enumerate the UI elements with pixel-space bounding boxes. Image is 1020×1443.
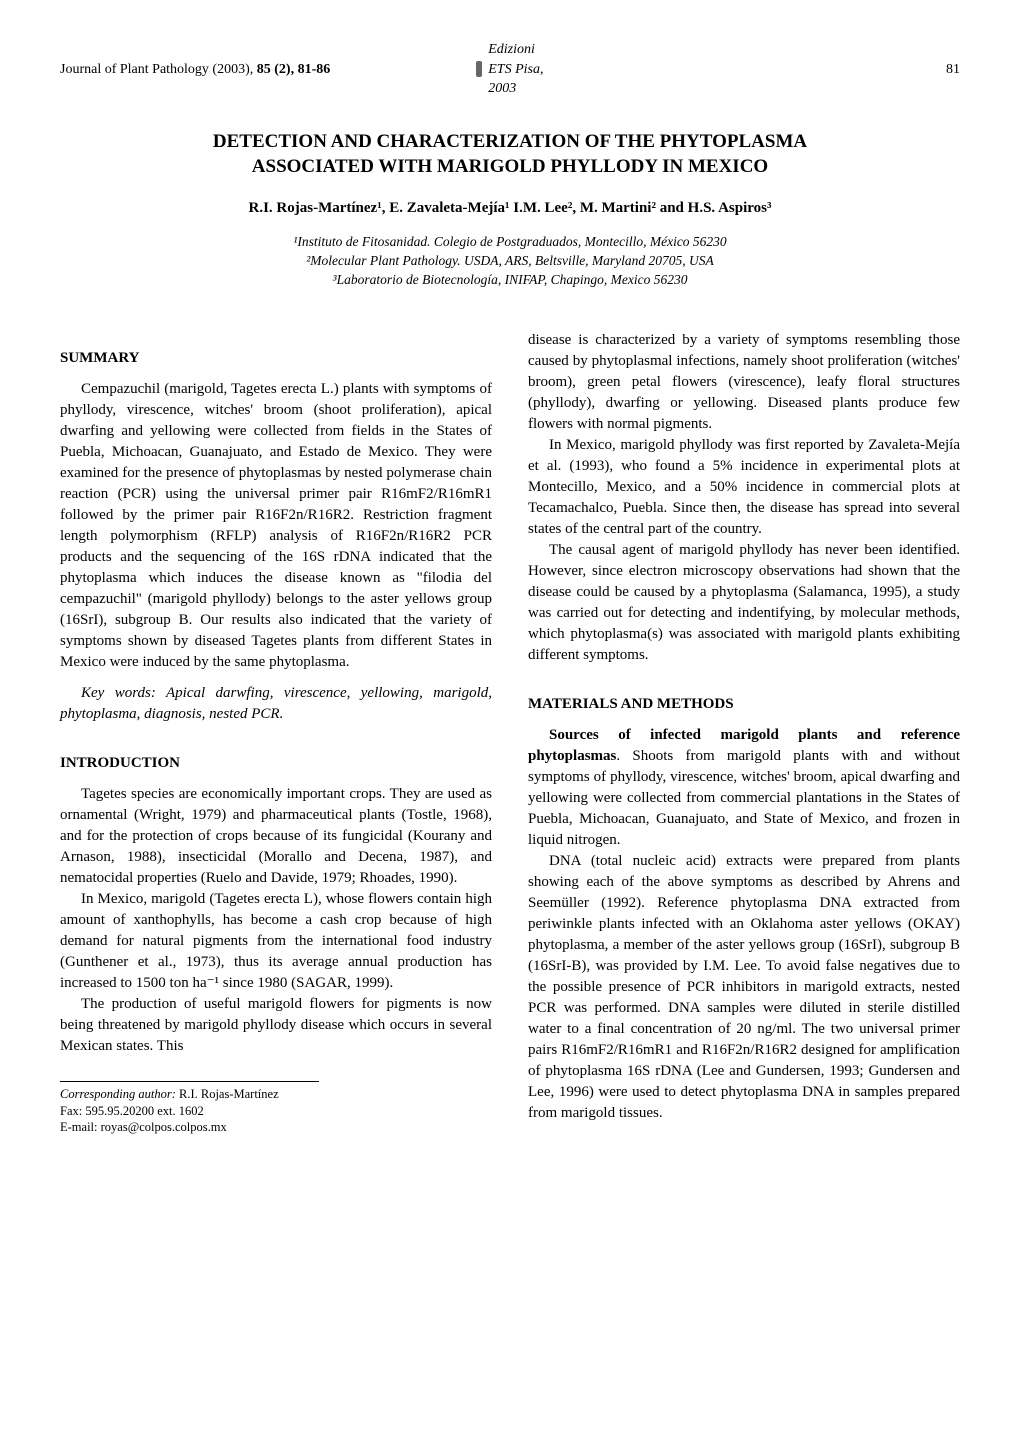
running-header: Journal of Plant Pathology (2003), 85 (2… — [60, 40, 960, 99]
corr-name: R.I. Rojas-Martínez — [176, 1087, 279, 1101]
affiliation-3: ³Laboratorio de Biotecnología, INIFAP, C… — [60, 271, 960, 290]
fax-line: Fax: 595.95.20200 ext. 1602 — [60, 1103, 319, 1120]
right-column: disease is characterized by a variety of… — [528, 330, 960, 1137]
affiliation-1: ¹Instituto de Fitosanidad. Colegio de Po… — [60, 233, 960, 252]
intro-continuation-p2: In Mexico, marigold phyllody was first r… — [528, 435, 960, 540]
methods-heading: MATERIALS AND METHODS — [528, 694, 960, 715]
corr-author-line: Corresponding author: R.I. Rojas-Martíne… — [60, 1086, 319, 1103]
journal-citation: Journal of Plant Pathology (2003), 85 (2… — [60, 60, 476, 80]
publisher-name: Edizioni ETS Pisa, 2003 — [488, 40, 544, 99]
two-column-body: SUMMARY Cempazuchil (marigold, Tagetes e… — [60, 330, 960, 1137]
volume-pages: 85 (2), 81-86 — [257, 62, 331, 77]
intro-continuation-p3: The causal agent of marigold phyllody ha… — [528, 540, 960, 666]
publisher-logo-icon — [476, 61, 483, 77]
intro-continuation-p1: disease is characterized by a variety of… — [528, 330, 960, 435]
email-line: E-mail: royas@colpos.colpos.mx — [60, 1119, 319, 1136]
title-line-1: DETECTION AND CHARACTERIZATION OF THE PH… — [213, 131, 807, 152]
keywords-label: Key words — [81, 685, 151, 701]
affiliations: ¹Instituto de Fitosanidad. Colegio de Po… — [60, 233, 960, 290]
introduction-heading: INTRODUCTION — [60, 753, 492, 774]
summary-paragraph: Cempazuchil (marigold, Tagetes erecta L.… — [60, 379, 492, 673]
publisher-block: Edizioni ETS Pisa, 2003 — [476, 40, 545, 99]
methods-paragraph-2: DNA (total nucleic acid) extracts were p… — [528, 851, 960, 1124]
keywords-line: Key words: Apical darwfing, virescence, … — [60, 683, 492, 725]
page-number: 81 — [544, 60, 960, 80]
title-line-2: ASSOCIATED WITH MARIGOLD PHYLLODY IN MEX… — [252, 156, 768, 177]
authors: R.I. Rojas-Martínez¹, E. Zavaleta-Mejía¹… — [60, 198, 960, 219]
affiliation-2: ²Molecular Plant Pathology. USDA, ARS, B… — [60, 252, 960, 271]
summary-heading: SUMMARY — [60, 348, 492, 369]
methods-paragraph-1: Sources of infected marigold plants and … — [528, 725, 960, 851]
journal-name: Journal of Plant Pathology (2003), — [60, 62, 257, 77]
title-block: DETECTION AND CHARACTERIZATION OF THE PH… — [60, 129, 960, 290]
intro-paragraph-3: The production of useful marigold flower… — [60, 994, 492, 1057]
left-column: SUMMARY Cempazuchil (marigold, Tagetes e… — [60, 330, 492, 1137]
intro-paragraph-1: Tagetes species are economically importa… — [60, 784, 492, 889]
corresponding-author-block: Corresponding author: R.I. Rojas-Martíne… — [60, 1081, 319, 1137]
paper-title: DETECTION AND CHARACTERIZATION OF THE PH… — [60, 129, 960, 180]
intro-paragraph-2: In Mexico, marigold (Tagetes erecta L), … — [60, 889, 492, 994]
corr-label: Corresponding author: — [60, 1087, 176, 1101]
